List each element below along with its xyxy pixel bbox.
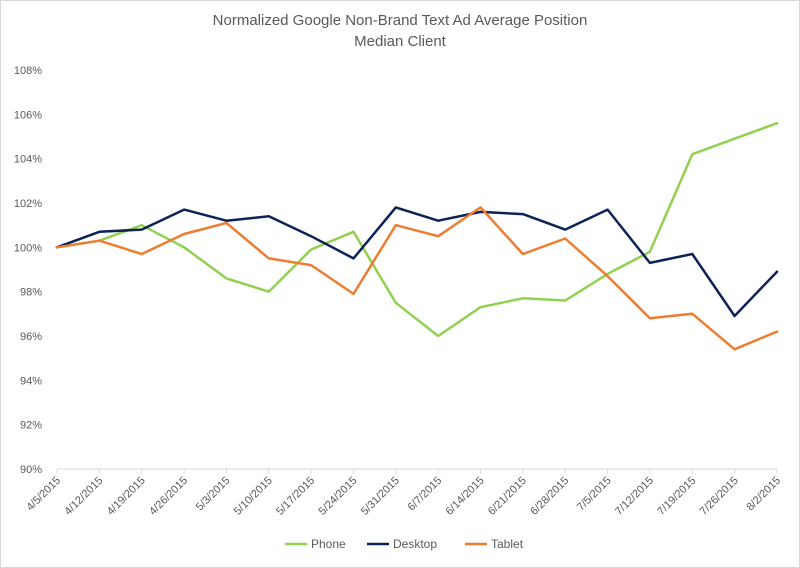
x-tick-label: 7/5/2015 — [575, 475, 614, 514]
x-tick-label: 5/3/2015 — [194, 475, 233, 514]
y-tick-label: 92% — [20, 420, 42, 432]
x-tick-label: 7/12/2015 — [613, 475, 656, 518]
series-line-phone — [55, 121, 779, 338]
legend-label-desktop: Desktop — [393, 537, 437, 551]
y-tick-label: 102% — [14, 198, 42, 210]
x-tick-label: 6/14/2015 — [444, 475, 487, 518]
y-tick-label: 104% — [14, 154, 42, 166]
x-tick-label: 6/28/2015 — [528, 475, 571, 518]
y-tick-label: 106% — [14, 109, 42, 121]
x-tick-label: 7/19/2015 — [655, 475, 698, 518]
series-line-desktop — [55, 206, 779, 318]
x-tick-label: 4/19/2015 — [105, 475, 148, 518]
legend-label-tablet: Tablet — [491, 537, 524, 551]
x-tick-label: 4/5/2015 — [24, 475, 63, 514]
x-tick-label: 4/26/2015 — [147, 475, 190, 518]
y-tick-label: 108% — [14, 65, 42, 77]
x-tick-label: 7/26/2015 — [698, 475, 741, 518]
y-tick-label: 96% — [20, 331, 42, 343]
x-tick-label: 6/21/2015 — [486, 475, 529, 518]
chart-title-block: Normalized Google Non-Brand Text Ad Aver… — [0, 10, 800, 52]
y-tick-label: 94% — [20, 375, 42, 387]
y-tick-label: 100% — [14, 242, 42, 254]
x-tick-label: 6/7/2015 — [406, 475, 445, 514]
x-tick-label: 5/31/2015 — [359, 475, 402, 518]
series-line-tablet — [55, 206, 779, 351]
chart-title: Normalized Google Non-Brand Text Ad Aver… — [212, 12, 588, 29]
x-tick-label: 5/10/2015 — [232, 475, 275, 518]
x-tick-label: 4/12/2015 — [62, 475, 105, 518]
y-tick-label: 98% — [20, 287, 42, 299]
y-tick-label: 90% — [20, 464, 42, 476]
x-tick-label: 5/24/2015 — [317, 475, 360, 518]
legend-label-phone: Phone — [311, 537, 346, 551]
chart-subtitle: Median Client — [354, 33, 446, 50]
x-tick-label: 5/17/2015 — [274, 475, 317, 518]
x-tick-label: 8/2/2015 — [744, 475, 783, 514]
